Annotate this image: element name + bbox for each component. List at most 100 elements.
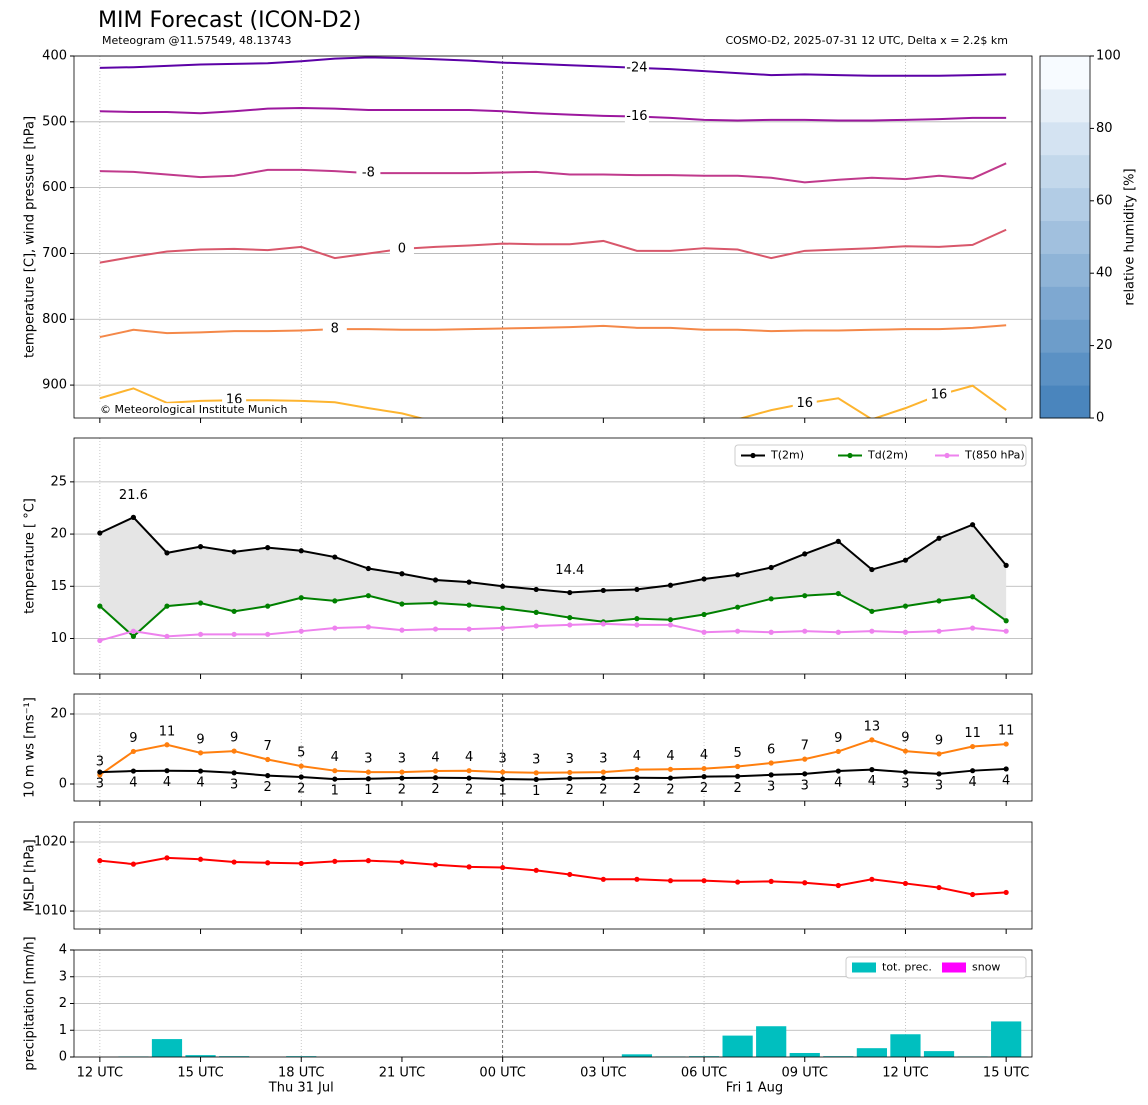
y-tick-label: 900 xyxy=(42,378,67,393)
data-point xyxy=(298,628,304,634)
data-point xyxy=(768,772,774,778)
data-point xyxy=(97,530,103,536)
data-point xyxy=(936,628,942,634)
bar xyxy=(923,1051,955,1057)
data-point xyxy=(936,771,942,777)
data-point xyxy=(130,768,137,774)
value-label: 4 xyxy=(868,774,876,789)
date-label: Fri 1 Aug xyxy=(726,1081,783,1096)
colorbar-band xyxy=(1040,187,1090,222)
data-point xyxy=(164,603,170,609)
y-tick-label: 20 xyxy=(50,706,67,721)
value-label: 4 xyxy=(431,751,439,766)
value-label: 5 xyxy=(297,746,305,761)
contour-label: 16 xyxy=(931,387,948,402)
value-label: 7 xyxy=(801,739,809,754)
y-tick-label: 20 xyxy=(50,527,67,542)
data-point xyxy=(936,598,942,604)
y-axis-label: 10 m ws [ms⁻¹] xyxy=(23,697,38,798)
data-point xyxy=(231,859,237,865)
value-label: 3 xyxy=(599,752,607,767)
value-label: 2 xyxy=(465,783,473,798)
data-point xyxy=(399,859,405,865)
value-label: 7 xyxy=(264,739,272,754)
value-label: 11 xyxy=(159,724,176,739)
data-point xyxy=(869,566,875,573)
data-point xyxy=(735,763,741,770)
credit: © Meteorological Institute Munich xyxy=(100,403,287,416)
data-point xyxy=(130,861,137,867)
y-tick-label: 400 xyxy=(42,49,67,64)
legend-swatch xyxy=(852,962,876,973)
x-tick-label: 18 UTC xyxy=(278,1066,324,1081)
data-point xyxy=(533,586,539,593)
y-tick-label: 0 xyxy=(59,1050,67,1065)
data-point xyxy=(399,627,405,633)
plot-frame xyxy=(73,437,1033,675)
colorbar-band xyxy=(1040,286,1090,320)
plot-layer xyxy=(97,514,1009,644)
series-line xyxy=(99,856,1007,896)
value-label: 4 xyxy=(129,776,137,791)
y-tick-label: 4 xyxy=(59,943,67,958)
data-point xyxy=(969,522,976,528)
contour-line xyxy=(99,228,1007,264)
value-label: 2 xyxy=(599,783,607,798)
x-tick-label: 12 UTC xyxy=(77,1066,123,1081)
data-point xyxy=(600,769,606,775)
data-point xyxy=(466,768,472,774)
data-point xyxy=(567,589,573,596)
data-point xyxy=(432,768,439,774)
plot-area xyxy=(74,56,1032,418)
fill-between xyxy=(99,517,1007,637)
colorbar-tick-label: 80 xyxy=(1096,121,1113,136)
data-point xyxy=(466,864,472,870)
value-label: 3 xyxy=(230,777,238,792)
y-tick-label: 1010 xyxy=(34,904,67,919)
value-label: 4 xyxy=(331,750,339,765)
data-point xyxy=(701,878,707,884)
contour-label-bg xyxy=(792,395,817,412)
value-label: 9 xyxy=(230,731,238,746)
colorbar-tick-label: 60 xyxy=(1096,193,1113,208)
data-point xyxy=(1003,618,1009,624)
data-point xyxy=(164,633,170,640)
legend-label: T(2m) xyxy=(770,449,804,462)
y-tick-label: 0 xyxy=(59,776,67,791)
value-label: 4 xyxy=(700,748,708,763)
plot-frame xyxy=(73,949,1033,1058)
plot-layer xyxy=(118,1021,1022,1057)
date-label: Thu 31 Jul xyxy=(268,1081,334,1096)
value-label: 1 xyxy=(331,784,339,799)
data-point xyxy=(500,583,506,589)
data-point xyxy=(332,598,338,604)
y-axis-label: precipitation [mm/h] xyxy=(23,936,38,1070)
y-tick-label: 3 xyxy=(59,969,67,984)
data-point xyxy=(634,876,640,882)
legend-marker xyxy=(847,452,853,459)
data-point xyxy=(735,572,741,578)
data-point xyxy=(667,878,674,884)
value-label: 3 xyxy=(767,779,775,794)
data-point xyxy=(1003,741,1009,747)
value-label: 3 xyxy=(96,754,104,769)
data-point xyxy=(600,876,606,882)
value-label: 3 xyxy=(96,777,104,792)
y-tick-label: 2 xyxy=(59,996,67,1011)
data-point xyxy=(298,860,304,867)
colorbar-band xyxy=(1040,253,1090,287)
data-point xyxy=(197,856,204,862)
data-point xyxy=(164,550,170,556)
data-point xyxy=(432,577,439,583)
value-label: 3 xyxy=(566,752,574,767)
data-point xyxy=(533,623,539,629)
contour-label-bg xyxy=(389,240,414,257)
data-point xyxy=(567,871,573,878)
value-label: 3 xyxy=(364,752,372,767)
contour-line xyxy=(99,324,1007,339)
colorbar-tick-label: 40 xyxy=(1096,266,1113,281)
contour-line xyxy=(99,384,1007,418)
data-point xyxy=(197,631,204,637)
x-tick-label: 09 UTC xyxy=(782,1066,828,1081)
data-point xyxy=(835,748,841,755)
